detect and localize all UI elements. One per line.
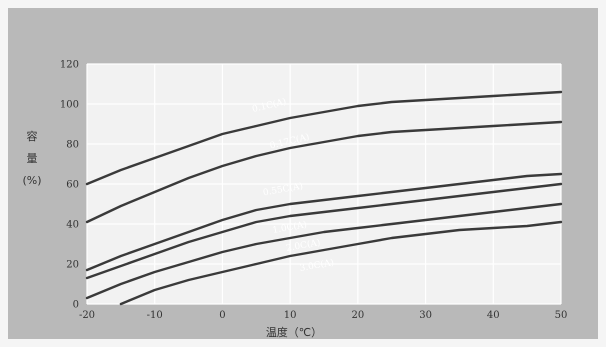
series-line — [85, 172, 563, 272]
y-tick-label: 40 — [66, 220, 79, 231]
series-line — [85, 202, 563, 300]
x-tick-label: -10 — [147, 310, 163, 321]
y-axis-title-part: 量 — [27, 152, 38, 165]
y-tick-label: 100 — [60, 100, 79, 111]
y-axis-title-part: (%) — [22, 174, 41, 187]
series-line — [85, 120, 563, 224]
y-tick-label: 60 — [66, 180, 79, 191]
chart-figure: 0.1C(A) 0.17C(A) 0.55C(A) 1.0C(A) 2.0C(A) 3.0… — [8, 8, 598, 339]
y-tick-label: 120 — [60, 60, 79, 71]
y-tick-label: 20 — [66, 260, 79, 271]
y-axis-title-part: 容 — [27, 129, 38, 143]
curves — [85, 90, 563, 306]
y-tick-label: 80 — [66, 140, 79, 151]
x-tick-label: 10 — [284, 310, 297, 321]
x-tick-labels: -20 -10 0 10 20 30 40 50 — [79, 310, 567, 321]
grid — [86, 63, 562, 305]
series-line — [119, 220, 563, 306]
x-tick-label: 0 — [219, 310, 225, 321]
x-tick-label: -20 — [79, 310, 95, 321]
y-tick-label: 0 — [73, 300, 79, 311]
y-tick-labels: 0 20 40 60 80 100 120 — [60, 60, 79, 311]
x-tick-label: 50 — [555, 310, 568, 321]
x-tick-label: 20 — [351, 310, 364, 321]
x-axis-title: 温度（℃） — [266, 325, 322, 339]
x-tick-label: 30 — [419, 310, 432, 321]
series-line — [85, 90, 563, 186]
x-tick-label: 40 — [487, 310, 500, 321]
series-line — [85, 182, 563, 280]
capacity-temperature-chart: 0.1C(A)0.17C(A)0.55C(A)1.0C(A)2.0C(A)3.0… — [22, 60, 567, 340]
